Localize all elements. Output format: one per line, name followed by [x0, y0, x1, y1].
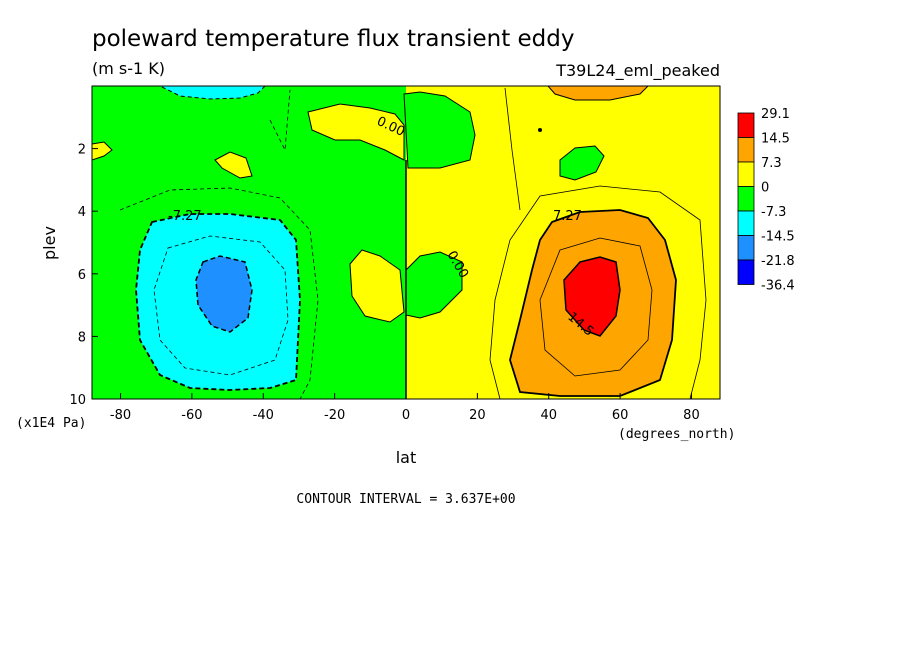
thin-contour-north-outer: [489, 185, 707, 399]
contour-label-neg: -7.27: [168, 209, 202, 224]
y-units-label: (x1E4 Pa): [16, 416, 86, 431]
x-axis-label: lat: [396, 448, 417, 467]
y-tick-label: 4: [78, 205, 86, 220]
colorbar-swatch: [737, 161, 755, 187]
contour-label-pos: 7.27: [553, 209, 582, 224]
plot-area: -7.27 0.00 0.00 7.27 14.5: [91, 85, 721, 400]
x-tick-label: -80: [110, 408, 131, 423]
blue-core-south: [195, 255, 253, 333]
colorbar-swatch: [737, 210, 755, 236]
thin-contour-north-1: [539, 237, 653, 377]
x-axis: -80 -60 -40 -20 0 20 40 60 80: [110, 393, 700, 423]
x-units-label: (degrees_north): [618, 427, 735, 442]
green-blob-ne: [559, 145, 605, 181]
colorbar-label: 29.1: [761, 107, 790, 122]
contour-interval-note: CONTOUR INTERVAL = 3.637E+00: [296, 492, 515, 507]
green-pocket-upper: [403, 91, 476, 169]
yellow-lobe-west: [307, 103, 405, 161]
y-axis: 2 4 6 8 10: [69, 143, 98, 408]
colorbar: 29.1 14.5 7.3 0 -7.3 -14.5 -21.8 -36.4: [737, 107, 795, 294]
run-label: T39L24_eml_peaked: [555, 61, 720, 81]
x-tick-label: 0: [402, 408, 410, 423]
colorbar-swatch: [737, 186, 755, 212]
yellow-blob-sw: [214, 151, 253, 179]
colorbar-label: -36.4: [761, 279, 795, 294]
thin-contour-south-1: [153, 235, 289, 376]
yellow-blob-edge: [92, 141, 113, 161]
x-tick-label: -40: [253, 408, 274, 423]
x-tick-label: 20: [469, 408, 486, 423]
thin-contour-ne: [504, 87, 521, 211]
x-tick-label: -20: [324, 408, 345, 423]
colorbar-label: 0: [761, 181, 769, 196]
x-tick-label: -60: [181, 408, 202, 423]
y-tick-label: 2: [78, 143, 86, 158]
small-feature-dot: [538, 128, 542, 132]
colorbar-swatch: [737, 112, 755, 138]
colorbar-label: -14.5: [761, 230, 795, 245]
colorbar-label: -21.8: [761, 254, 795, 269]
colorbar-label: 7.3: [761, 156, 782, 171]
thin-contour-sw: [269, 89, 291, 152]
colorbar-swatch: [737, 259, 755, 285]
colorbar-swatch: [737, 235, 755, 261]
y-tick-label: 10: [69, 393, 86, 408]
chart-title: poleward temperature flux transient eddy: [92, 26, 574, 52]
x-tick-label: 40: [540, 408, 557, 423]
colorbar-label: -7.3: [761, 205, 786, 220]
y-axis-label: plev: [40, 226, 59, 260]
thin-contour-south-outer: [119, 187, 319, 399]
orange-top-strip: [547, 86, 649, 101]
y-tick-label: 6: [78, 268, 86, 283]
yellow-blob-mid: [349, 249, 405, 323]
x-tick-label: 60: [612, 408, 629, 423]
green-blob-mid: [405, 251, 463, 319]
y-tick-label: 8: [78, 330, 86, 345]
x-tick-label: 80: [683, 408, 700, 423]
colorbar-label: 14.5: [761, 132, 790, 147]
colorbar-swatch: [737, 137, 755, 163]
cyan-top-strip: [159, 86, 266, 100]
red-core-north: [563, 256, 621, 337]
chart-units: (m s-1 K): [92, 59, 165, 78]
